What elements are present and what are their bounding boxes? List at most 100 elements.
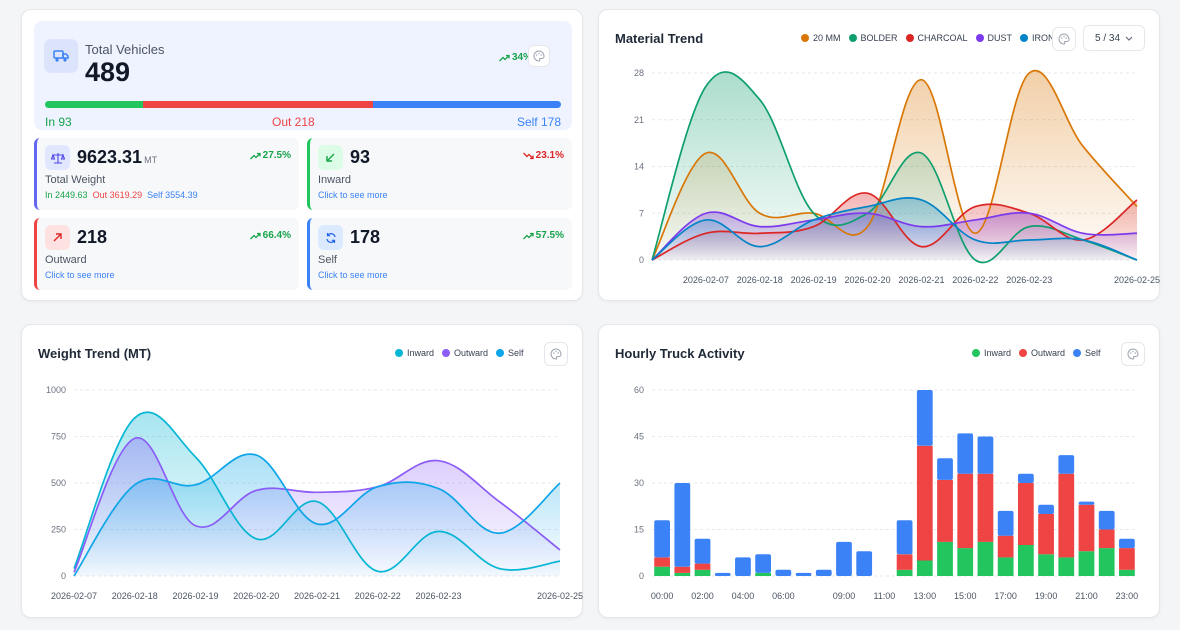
bar-segment [916, 560, 933, 576]
y-tick-label: 0 [61, 571, 66, 581]
self-label: Self [318, 254, 337, 266]
total-weight-trend: 27.5% [249, 150, 291, 161]
legend-dot [1073, 349, 1082, 357]
bar-segment [937, 458, 953, 480]
trend-down-icon [522, 152, 534, 159]
bar-segment [815, 569, 832, 576]
palette-button[interactable] [1052, 27, 1076, 51]
self-tile[interactable]: 178 57.5% Self Click to see more [307, 218, 572, 290]
x-tick-label: 06:00 [772, 591, 795, 601]
scale-icon [45, 145, 70, 170]
x-tick-label: 09:00 [833, 591, 856, 601]
bar-segment [755, 554, 772, 573]
legend-dot [1020, 34, 1029, 42]
bar-segment [1078, 551, 1095, 576]
legend-item-dust[interactable]: DUST [975, 33, 1013, 43]
vehicle-split-bar [45, 101, 561, 108]
weight-breakdown: In 2449.63 Out 3619.29 Self 3554.39 [45, 190, 198, 200]
x-tick-label: 2026-02-20 [233, 591, 279, 601]
legend-item-inward[interactable]: Inward [972, 348, 1011, 358]
palette-icon [1127, 348, 1139, 360]
weight-self: Self 3554.39 [147, 190, 198, 200]
summary-card: Total Vehicles 489 34% In 93 Out 218 Sel… [21, 9, 583, 301]
weight-legend: Inward Outward Self [395, 348, 524, 358]
legend-label: 20 MM [813, 33, 841, 43]
outward-tile[interactable]: 218 66.4% Outward Click to see more [34, 218, 299, 290]
bar-segment [1078, 504, 1095, 552]
pager-text: 5 / 34 [1094, 32, 1121, 44]
y-tick-label: 15 [634, 525, 644, 535]
weight-trend-title: Weight Trend (MT) [38, 346, 152, 361]
trend-text: 57.5% [535, 230, 564, 241]
truck-icon [44, 39, 78, 73]
x-tick-label: 15:00 [954, 591, 977, 601]
bar-segment [1038, 504, 1054, 514]
y-tick-label: 7 [639, 208, 644, 218]
material-trend-chart: 0 7 14 21 28 2026-02-07 2026-02-18 2026-02-19 20… [634, 68, 1160, 285]
x-tick-label: 04:00 [732, 591, 755, 601]
bar-segment [916, 445, 933, 561]
arrow-down-left-icon [318, 145, 343, 170]
series-area [74, 454, 560, 576]
legend-dot [905, 34, 914, 42]
bar-segment [775, 569, 792, 576]
bar-segment [694, 563, 711, 570]
palette-button[interactable] [544, 342, 568, 366]
bar-segment [1078, 501, 1095, 505]
x-tick-label: 13:00 [914, 591, 937, 601]
y-tick-label: 0 [639, 571, 644, 581]
x-tick-label: 2026-02-19 [172, 591, 218, 601]
legend-item-inward[interactable]: Inward [395, 348, 434, 358]
bar-segment [1017, 545, 1034, 576]
legend-label: DUST [987, 33, 1013, 43]
legend-item-outward[interactable]: Outward [442, 348, 488, 358]
bar-segment [977, 473, 994, 542]
bar-segment [896, 569, 913, 576]
self-see-more-link[interactable]: Click to see more [318, 270, 388, 280]
legend-item-iron[interactable]: IRON [1020, 33, 1055, 43]
trend-text: 27.5% [262, 150, 291, 161]
bar-segment [997, 535, 1014, 558]
trend-up-icon [249, 152, 261, 159]
legend-item-self[interactable]: Self [496, 348, 524, 358]
series-line [651, 197, 1138, 261]
palette-button[interactable] [1121, 342, 1145, 366]
weight-in: In 2449.63 [45, 190, 88, 200]
series-area [652, 71, 1137, 263]
legend-item-self[interactable]: Self [1073, 348, 1101, 358]
x-tick-label: 11:00 [873, 591, 895, 601]
y-tick-label: 28 [634, 68, 644, 78]
weight-unit: MT [144, 155, 158, 165]
inward-tile[interactable]: 93 23.1% Inward Click to see more [307, 138, 572, 210]
legend-item-20mm[interactable]: 20 MM [801, 33, 841, 43]
legend-dot [496, 349, 505, 357]
bar-segment [997, 557, 1014, 576]
x-tick-label: 2026-02-23 [415, 591, 461, 601]
x-tick-label: 2026-02-21 [898, 275, 944, 285]
self-value: 178 [350, 227, 381, 247]
bar-segment [1017, 483, 1034, 545]
trend-text: 34% [512, 52, 533, 63]
outward-see-more-link[interactable]: Click to see more [45, 270, 115, 280]
bar-segment [937, 479, 953, 542]
y-tick-label: 0 [639, 255, 644, 265]
bar-segment-in [45, 101, 144, 108]
bar-segment [896, 554, 913, 570]
legend-item-charcoal[interactable]: CHARCOAL [905, 33, 968, 43]
bar-segment [977, 436, 994, 474]
bar-segment-self [373, 101, 561, 108]
hourly-legend: Inward Outward Self [972, 348, 1101, 358]
x-tick-label: 2026-02-07 [683, 275, 729, 285]
weight-trend-chart: 0 250 500 750 1000 2026-02-07 2026-02-18 2026-0… [46, 385, 583, 601]
palette-icon [533, 50, 545, 62]
inward-see-more-link[interactable]: Click to see more [318, 190, 388, 200]
x-tick-label: 2026-02-19 [791, 275, 837, 285]
bar-segment [957, 548, 974, 576]
page-selector-dropdown[interactable]: 5 / 34 [1083, 25, 1145, 51]
y-tick-label: 14 [634, 162, 644, 172]
palette-button[interactable] [528, 45, 550, 67]
legend-item-bolder[interactable]: BOLDER [848, 33, 898, 43]
bar-segment [1098, 510, 1115, 530]
legend-item-outward[interactable]: Outward [1019, 348, 1065, 358]
total-weight-value: 9623.31 MT [77, 147, 157, 168]
